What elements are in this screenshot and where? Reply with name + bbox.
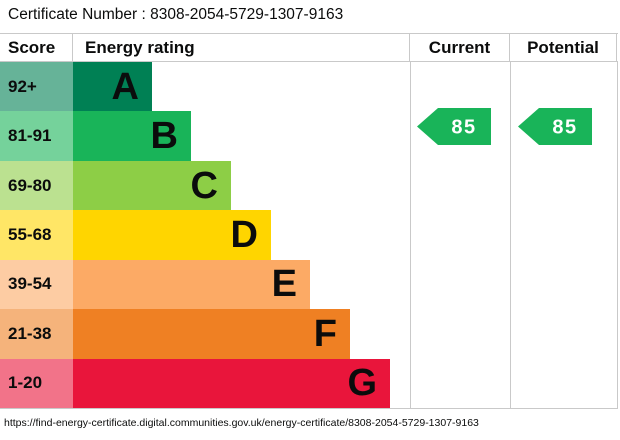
- current-arrow-shape: [417, 108, 491, 145]
- score-range-label: 1-20: [0, 358, 73, 408]
- current-cell: [410, 210, 510, 260]
- epc-band-row-F: 21-38 F: [0, 309, 618, 359]
- band-bar-F: F: [73, 309, 350, 359]
- potential-cell: [510, 210, 618, 260]
- band-bar-G: G: [73, 358, 390, 408]
- current-cell: [410, 111, 510, 161]
- epc-band-row-A: 92+ A: [0, 62, 618, 112]
- certificate-number-line: Certificate Number : 8308-2054-5729-1307…: [8, 6, 343, 24]
- header-current: Current: [409, 34, 509, 61]
- current-cell: [410, 259, 510, 310]
- current-cell: [410, 358, 510, 408]
- epc-rating-table: Score Energy rating Current Potential 92…: [0, 33, 618, 409]
- band-letter: C: [190, 164, 218, 207]
- rating-bar-area: D: [73, 210, 410, 260]
- certificate-number-value: 8308-2054-5729-1307-9163: [150, 6, 344, 23]
- current-rating-arrow: 85: [417, 108, 491, 145]
- band-bar-E: E: [73, 259, 310, 310]
- current-rating-value: 85: [451, 117, 476, 139]
- potential-rating-arrow: 85: [518, 108, 592, 145]
- band-letter: D: [230, 213, 258, 256]
- current-cell: [410, 160, 510, 211]
- band-bar-D: D: [73, 210, 271, 260]
- potential-cell: [510, 160, 618, 211]
- band-letter: F: [313, 312, 337, 355]
- potential-cell: [510, 62, 618, 112]
- band-bar-C: C: [73, 160, 231, 211]
- epc-band-row-C: 69-80 C: [0, 160, 618, 211]
- rating-bar-area: F: [73, 309, 410, 359]
- table-header-row: Score Energy rating Current Potential: [0, 33, 618, 62]
- header-potential: Potential: [509, 34, 617, 61]
- band-letter: E: [271, 263, 297, 306]
- potential-arrow-shape: [518, 108, 592, 145]
- score-range-label: 39-54: [0, 259, 73, 310]
- header-score: Score: [0, 34, 73, 61]
- rating-bar-area: C: [73, 160, 410, 211]
- band-bar-A: A: [73, 62, 152, 112]
- band-letter: A: [111, 65, 139, 108]
- score-range-label: 69-80: [0, 160, 73, 211]
- potential-cell: [510, 358, 618, 408]
- rating-bar-area: A: [73, 62, 410, 112]
- score-range-label: 55-68: [0, 210, 73, 260]
- potential-rating-value: 85: [552, 117, 577, 139]
- potential-cell: [510, 259, 618, 310]
- epc-band-row-B: 81-91 B: [0, 111, 618, 161]
- score-range-label: 92+: [0, 62, 73, 112]
- certificate-number-label: Certificate Number :: [8, 6, 151, 23]
- current-cell: [410, 309, 510, 359]
- rating-bar-area: G: [73, 358, 410, 408]
- header-energy-rating: Energy rating: [85, 37, 195, 57]
- potential-cell: [510, 309, 618, 359]
- potential-cell: [510, 111, 618, 161]
- band-letter: B: [150, 115, 178, 158]
- epc-bands: 92+ A 81-91 B 69-80 C 55-68 D 39-54 E 21-38 F 1-20 G: [0, 62, 618, 409]
- score-range-label: 81-91: [0, 111, 73, 161]
- band-bar-B: B: [73, 111, 191, 161]
- epc-band-row-E: 39-54 E: [0, 259, 618, 310]
- score-range-label: 21-38: [0, 309, 73, 359]
- rating-bar-area: E: [73, 259, 410, 310]
- current-cell: [410, 62, 510, 112]
- certificate-url: https://find-energy-certificate.digital.…: [4, 417, 479, 429]
- rating-bar-area: B: [73, 111, 410, 161]
- band-letter: G: [347, 362, 377, 405]
- epc-band-row-D: 55-68 D: [0, 210, 618, 260]
- epc-band-row-G: 1-20 G: [0, 358, 618, 408]
